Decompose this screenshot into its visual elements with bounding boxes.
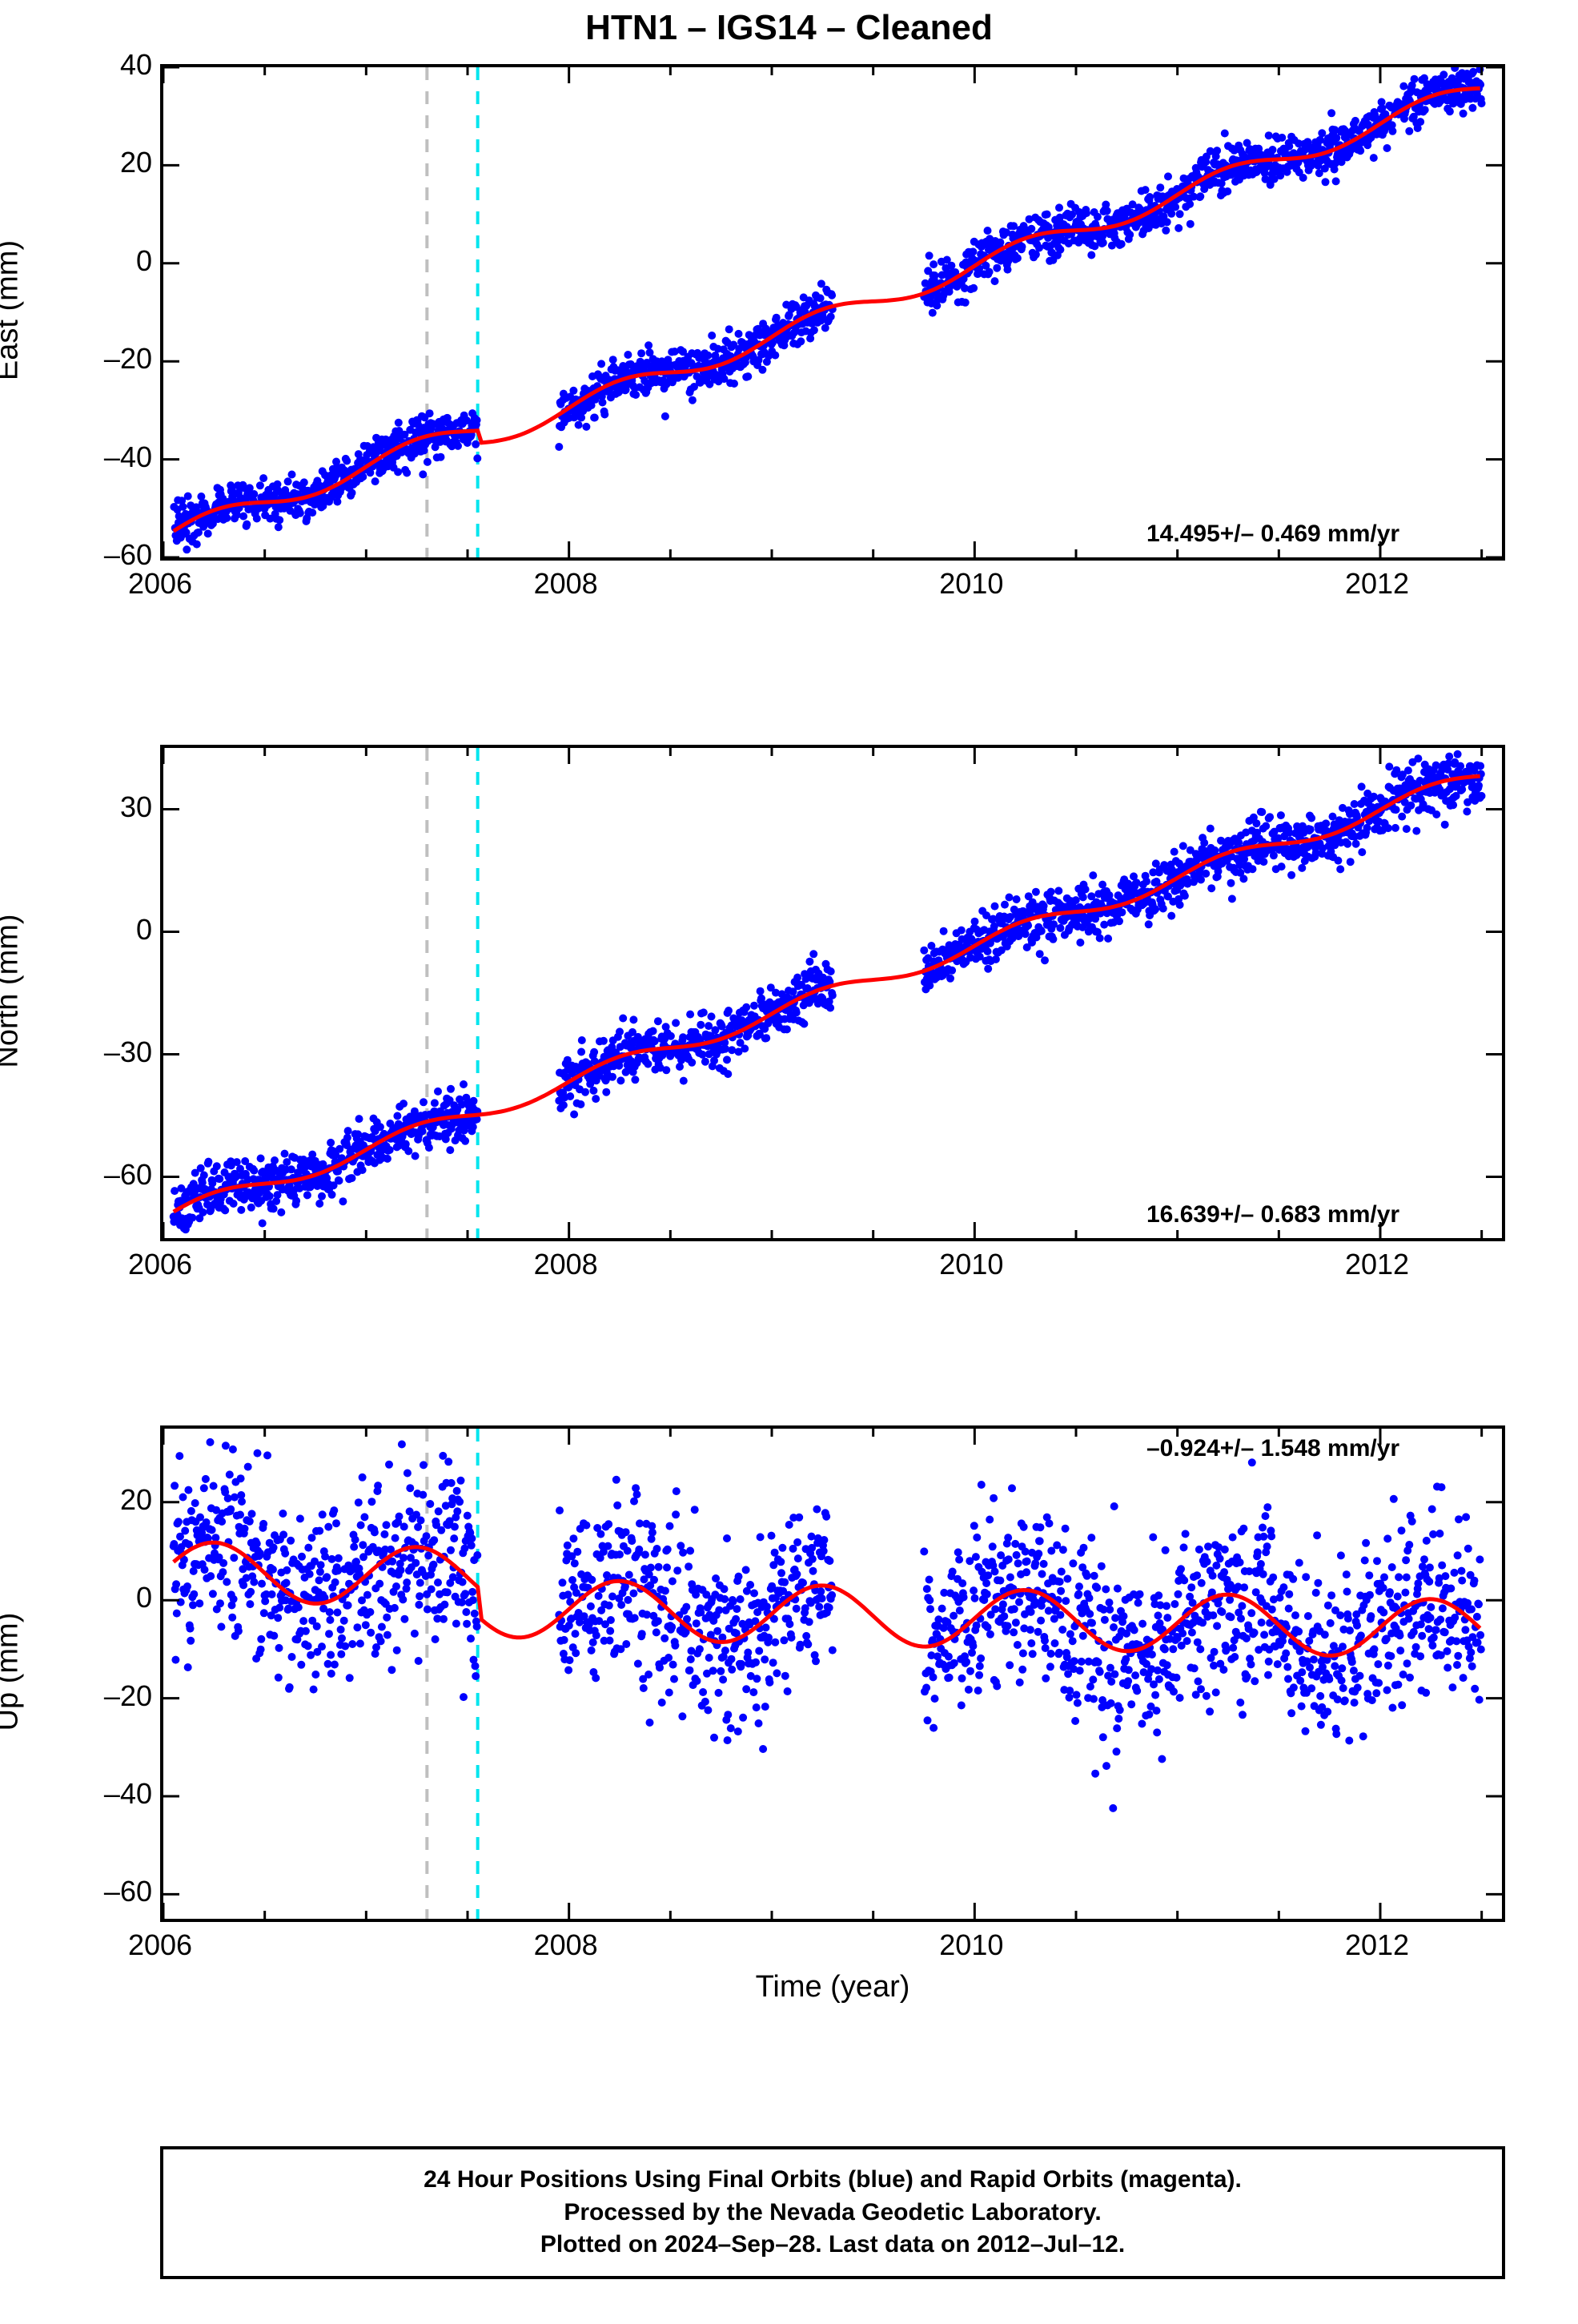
xtick-label: 2006 (120, 567, 200, 601)
ytick-label: 20 (80, 146, 152, 179)
xtick-label: 2012 (1337, 1248, 1417, 1281)
xtick-label: 2010 (931, 567, 1011, 601)
xtick-label: 2006 (120, 1928, 200, 1962)
panel-up (160, 1425, 1505, 1922)
figure-container: HTN1 – IGS14 – Cleaned East (mm) –60 –40 –2… (0, 0, 1578, 2324)
panel-east (160, 64, 1505, 561)
ytick-label: 0 (80, 1581, 152, 1614)
ytick-label: 40 (80, 48, 152, 82)
ytick-label: –60 (80, 1158, 152, 1192)
plot-svg-up (163, 1429, 1502, 1919)
rate-label-east: 14.495+/– 0.469 mm/yr (1146, 521, 1399, 548)
xlabel: Time (year) (160, 1970, 1505, 2004)
xtick-label: 2010 (931, 1928, 1011, 1962)
rate-label-north: 16.639+/– 0.683 mm/yr (1146, 1201, 1399, 1228)
xtick-label: 2008 (526, 1928, 606, 1962)
footer-line1: 24 Hour Positions Using Final Orbits (bl… (179, 2164, 1486, 2197)
xtick-label: 2006 (120, 1248, 200, 1281)
footer-caption: 24 Hour Positions Using Final Orbits (bl… (160, 2146, 1505, 2279)
plot-svg-north (163, 748, 1502, 1238)
footer-line3: Plotted on 2024–Sep–28. Last data on 201… (179, 2229, 1486, 2262)
data-points-north (170, 750, 1486, 1234)
data-points-east (170, 67, 1485, 557)
ylabel-north: North (mm) (0, 903, 26, 1080)
ytick-label: 0 (80, 913, 152, 947)
panel-north (160, 745, 1505, 1241)
model-line-north (174, 776, 1480, 1212)
rate-label-up: –0.924+/– 1.548 mm/yr (1146, 1435, 1399, 1462)
xtick-label: 2012 (1337, 1928, 1417, 1962)
ytick-label: –20 (80, 342, 152, 376)
ytick-label: –20 (80, 1679, 152, 1713)
xtick-label: 2010 (931, 1248, 1011, 1281)
ytick-label: –40 (80, 440, 152, 474)
footer-line2: Processed by the Nevada Geodetic Laborat… (179, 2197, 1486, 2230)
xtick-label: 2008 (526, 1248, 606, 1281)
ytick-label: 0 (80, 244, 152, 278)
figure-title: HTN1 – IGS14 – Cleaned (0, 8, 1578, 48)
ylabel-east: East (mm) (0, 223, 26, 399)
ytick-label: –40 (80, 1777, 152, 1811)
xtick-label: 2008 (526, 567, 606, 601)
ytick-label: –30 (80, 1035, 152, 1069)
ylabel-up: Up (mm) (0, 1584, 26, 1760)
ytick-label: –60 (80, 1875, 152, 1908)
data-points-up (170, 1438, 1485, 1812)
xtick-label: 2012 (1337, 567, 1417, 601)
ytick-label: 30 (80, 790, 152, 824)
ytick-label: 20 (80, 1483, 152, 1517)
plot-svg-east (163, 67, 1502, 557)
